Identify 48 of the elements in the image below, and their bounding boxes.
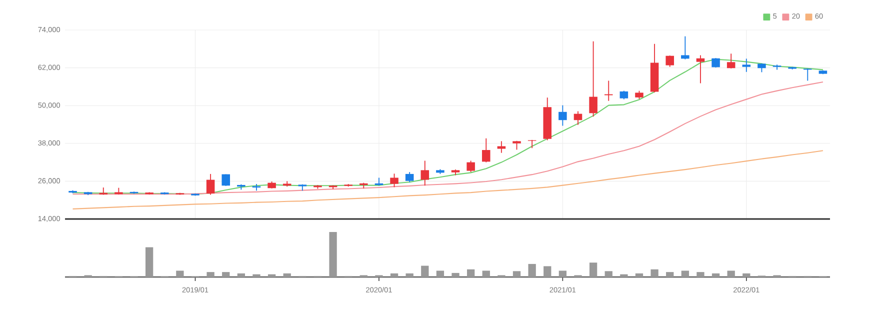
bar bbox=[712, 273, 720, 277]
bar bbox=[406, 273, 414, 277]
candlestick bbox=[405, 172, 414, 183]
bar bbox=[604, 271, 612, 277]
candlestick bbox=[574, 110, 582, 126]
candlestick bbox=[497, 140, 506, 154]
bar bbox=[727, 270, 735, 277]
bar bbox=[436, 270, 444, 277]
bar bbox=[742, 273, 750, 277]
candlestick bbox=[681, 36, 690, 60]
bar bbox=[466, 269, 475, 277]
bar bbox=[145, 247, 154, 277]
bar bbox=[222, 272, 230, 277]
candlestick bbox=[206, 173, 215, 196]
bar bbox=[206, 272, 214, 277]
candlestick bbox=[742, 58, 751, 72]
bar bbox=[329, 232, 337, 277]
candlestick bbox=[466, 160, 475, 173]
candlestick bbox=[420, 160, 430, 186]
candlestick bbox=[726, 53, 736, 69]
bar bbox=[452, 272, 460, 277]
bar bbox=[544, 266, 552, 277]
bar bbox=[589, 262, 598, 277]
candlestick bbox=[712, 58, 720, 68]
bar bbox=[390, 273, 398, 277]
bar bbox=[482, 270, 490, 277]
bar bbox=[237, 273, 245, 277]
bar bbox=[620, 274, 628, 277]
bar bbox=[252, 274, 260, 277]
bar bbox=[283, 273, 291, 277]
candlestick bbox=[558, 104, 567, 126]
bar bbox=[528, 264, 536, 277]
candlestick bbox=[482, 138, 490, 163]
candlestick bbox=[589, 40, 598, 118]
bar bbox=[666, 272, 674, 277]
bar bbox=[421, 266, 429, 277]
bar bbox=[696, 272, 704, 277]
candlestick bbox=[666, 55, 674, 68]
bar bbox=[512, 271, 521, 277]
bar bbox=[635, 273, 644, 277]
bar bbox=[681, 270, 689, 277]
bar bbox=[268, 274, 276, 277]
candlestick bbox=[390, 173, 398, 188]
bar bbox=[650, 269, 658, 277]
bar bbox=[176, 270, 184, 277]
candlestick bbox=[374, 177, 384, 186]
candlestick bbox=[696, 54, 705, 84]
bar bbox=[558, 270, 567, 277]
